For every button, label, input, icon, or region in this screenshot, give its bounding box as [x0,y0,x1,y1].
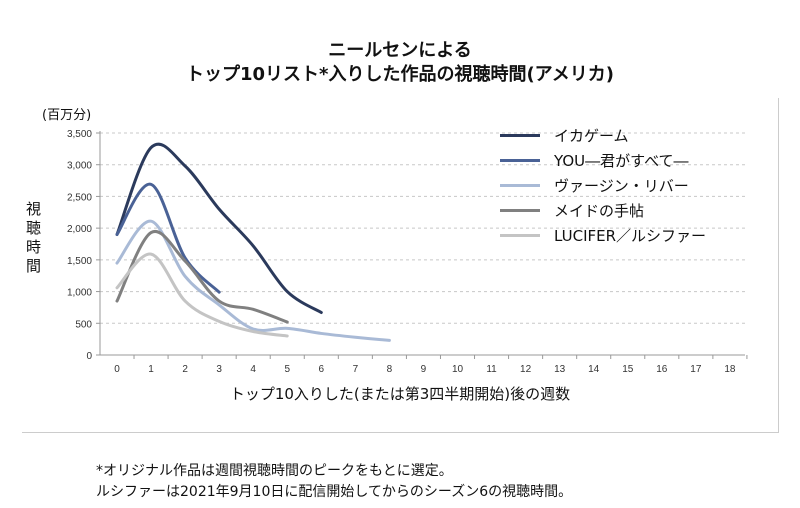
footnote-2: ルシファーは2021年9月10日に配信開始してからのシーズン6の視聴時間。 [96,484,573,500]
legend-label: メイドの手帖 [554,202,645,220]
legend-label: ヴァージン・リバー [554,177,689,195]
x-tick-label: 6 [319,364,325,375]
x-tick-label: 1 [148,364,154,375]
legend-swatch [500,134,540,137]
x-tick-label: 18 [724,364,736,375]
footnote-1: *オリジナル作品は週間視聴時間のピークをもとに選定。 [96,463,453,479]
x-tick-label: 12 [520,364,532,375]
legend-swatch [500,184,540,187]
x-tick-label: 14 [588,364,600,375]
y-tick-label: 1,000 [67,288,92,299]
x-tick-label: 5 [284,364,290,375]
y-tick-label: 0 [86,351,92,362]
series-line-4 [115,252,289,338]
series-line-2 [115,219,391,342]
legend-item: メイドの手帖 [500,200,644,221]
chart-title-line-2: トップ10リスト*入りした作品の視聴時間(アメリカ) [185,64,614,85]
legend-swatch [500,159,540,162]
legend-item: YOU―君がすべて― [500,150,688,171]
legend-label: イカゲーム [554,127,629,145]
legend-label: LUCIFER／ルシファー [554,227,707,245]
y-tick-label: 1,500 [67,256,92,267]
x-tick-label: 4 [250,364,256,375]
x-tick-label: 8 [387,364,393,375]
x-tick-label: 3 [216,364,222,375]
y-tick-label: 2,000 [67,224,92,235]
chart-frame [22,98,779,433]
series-line-0 [115,142,323,315]
unit-label: (百万分) [42,108,92,123]
x-tick-label: 11 [486,364,497,375]
x-tick-label: 16 [656,364,668,375]
x-tick-label: 0 [114,364,120,375]
y-tick-label: 3,000 [67,161,92,172]
x-tick-label: 2 [182,364,188,375]
y-tick-label: 3,500 [67,129,92,140]
legend-swatch [500,209,540,212]
legend-item: イカゲーム [500,125,629,146]
y-axis-label: 視聴時間 [26,200,42,275]
series-line-1 [115,182,221,294]
x-tick-label: 9 [421,364,427,375]
legend-item: ヴァージン・リバー [500,175,689,196]
x-tick-label: 15 [622,364,634,375]
x-tick-label: 13 [554,364,566,375]
y-tick-label: 500 [75,319,92,330]
series-line-3 [115,229,289,324]
x-tick-label: 10 [452,364,464,375]
x-tick-label: 7 [353,364,359,375]
legend-item: LUCIFER／ルシファー [500,225,706,246]
x-axis-label: トップ10入りした(または第3四半期開始)後の週数 [229,385,571,403]
y-tick-label: 2,500 [67,192,92,203]
legend-swatch [500,234,540,237]
x-tick-label: 17 [690,364,702,375]
legend-label: YOU―君がすべて― [554,152,689,170]
chart-title-line-1: ニールセンによる [328,40,472,61]
